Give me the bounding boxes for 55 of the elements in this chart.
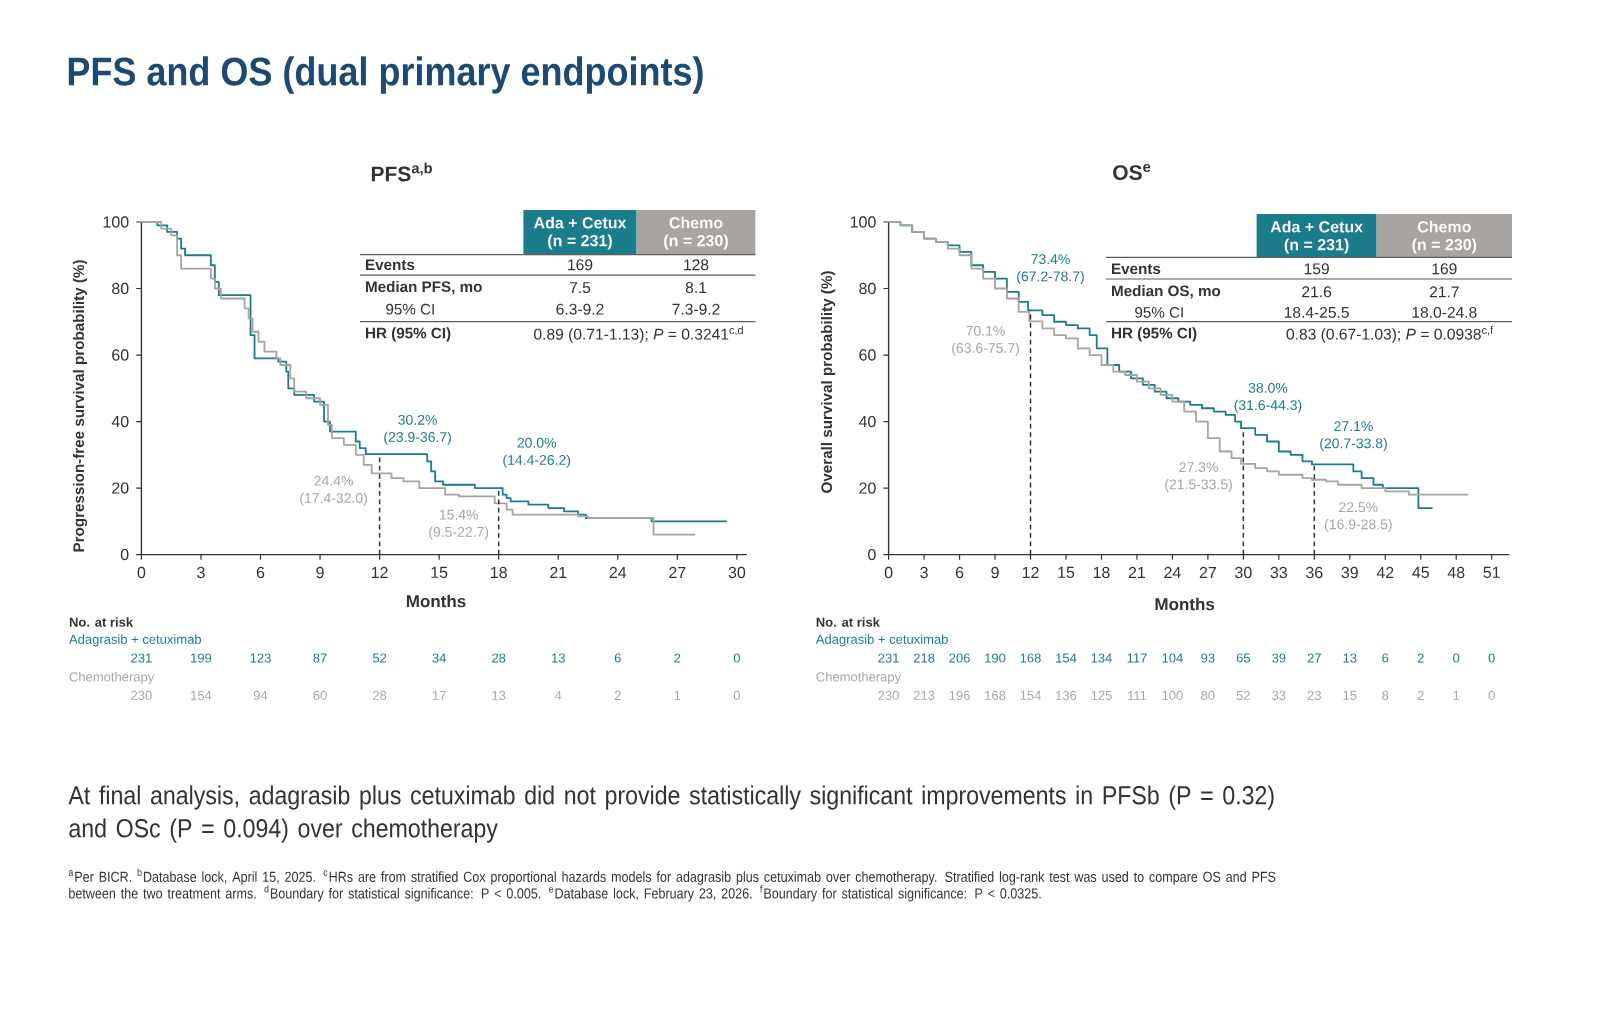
y-tick-label: 80 bbox=[112, 282, 129, 295]
chart-title: OS$^{e}$ bbox=[1113, 163, 1151, 181]
x-tick-label: 45 bbox=[1412, 566, 1429, 579]
x-tick-label: 18 bbox=[1093, 566, 1110, 579]
text: Ada + Cetux bbox=[533, 216, 627, 229]
x-tick-label: 27 bbox=[1199, 566, 1216, 579]
x-tick-label: 9 bbox=[991, 566, 999, 579]
x-tick-label: 3 bbox=[920, 566, 928, 579]
annotation: (n = 231) bbox=[1284, 238, 1349, 254]
y-tick-label: 0 bbox=[868, 548, 876, 561]
y-tick-label: 20 bbox=[859, 482, 876, 494]
x-tick-label: 24 bbox=[609, 566, 627, 579]
x-tick-label: 6 bbox=[256, 566, 265, 579]
y-tick-label: 40 bbox=[858, 415, 876, 428]
x-tick-label: 21 bbox=[1128, 566, 1146, 579]
y-tick-label: 20 bbox=[112, 482, 129, 494]
x-tick-label: 15 bbox=[431, 566, 448, 579]
x-tick-label: 15 bbox=[1058, 566, 1075, 579]
x-tick-label: 30 bbox=[1235, 566, 1252, 579]
x-tick-label: 9 bbox=[316, 566, 324, 579]
x-tick-label: 48 bbox=[1447, 566, 1465, 579]
text: Chemo bbox=[1417, 220, 1471, 233]
x-tick-label: 36 bbox=[1306, 566, 1323, 579]
x-tick-label: 0 bbox=[137, 566, 146, 579]
x-tick-label: 33 bbox=[1270, 566, 1288, 579]
x-tick-label: 39 bbox=[1341, 566, 1358, 579]
annotation: (n = 230) bbox=[1412, 238, 1477, 254]
x-tick-label: 27 bbox=[669, 566, 686, 579]
x-tick-label: 6 bbox=[955, 566, 964, 579]
annotation: (n = 230) bbox=[664, 234, 728, 250]
x-tick-label: 51 bbox=[1483, 566, 1500, 579]
x-tick-label: 12 bbox=[1022, 566, 1039, 579]
annotation: (n = 231) bbox=[548, 234, 612, 250]
y-tick-label: 40 bbox=[111, 415, 129, 428]
x-tick-label: 30 bbox=[728, 566, 746, 579]
text: Chemo bbox=[669, 216, 723, 229]
y-tick-label: 60 bbox=[859, 349, 876, 361]
x-tick-label: 24 bbox=[1164, 566, 1181, 579]
chart-title: PFS$^{a,b}$ bbox=[371, 162, 432, 182]
text: Ada + Cetux bbox=[1270, 220, 1363, 233]
x-tick-label: 18 bbox=[491, 566, 507, 579]
y-tick-label: 100 bbox=[103, 216, 129, 228]
x-tick-label: 12 bbox=[371, 566, 388, 579]
x-tick-label: 21 bbox=[550, 566, 567, 579]
y-tick-label: 80 bbox=[859, 282, 876, 295]
y-tick-label: 100 bbox=[850, 216, 876, 228]
x-tick-label: 42 bbox=[1376, 566, 1394, 579]
y-tick-label: 0 bbox=[120, 548, 129, 561]
text: PFS and OS (dual primary endpoints) bbox=[68, 56, 703, 94]
x-tick-label: 3 bbox=[197, 566, 205, 579]
y-tick-label: 60 bbox=[112, 349, 129, 361]
text: At final analysis, adagrasib plus cetuximab did not provide statistically significant improvements in PFSb (P = 0.32) and OSc (P = 0.094) over chemotherapy bbox=[68, 785, 1274, 843]
x-tick-label: 0 bbox=[884, 566, 893, 579]
x-axis-title: Months bbox=[1155, 597, 1215, 611]
x-axis-title: Months bbox=[406, 594, 466, 608]
